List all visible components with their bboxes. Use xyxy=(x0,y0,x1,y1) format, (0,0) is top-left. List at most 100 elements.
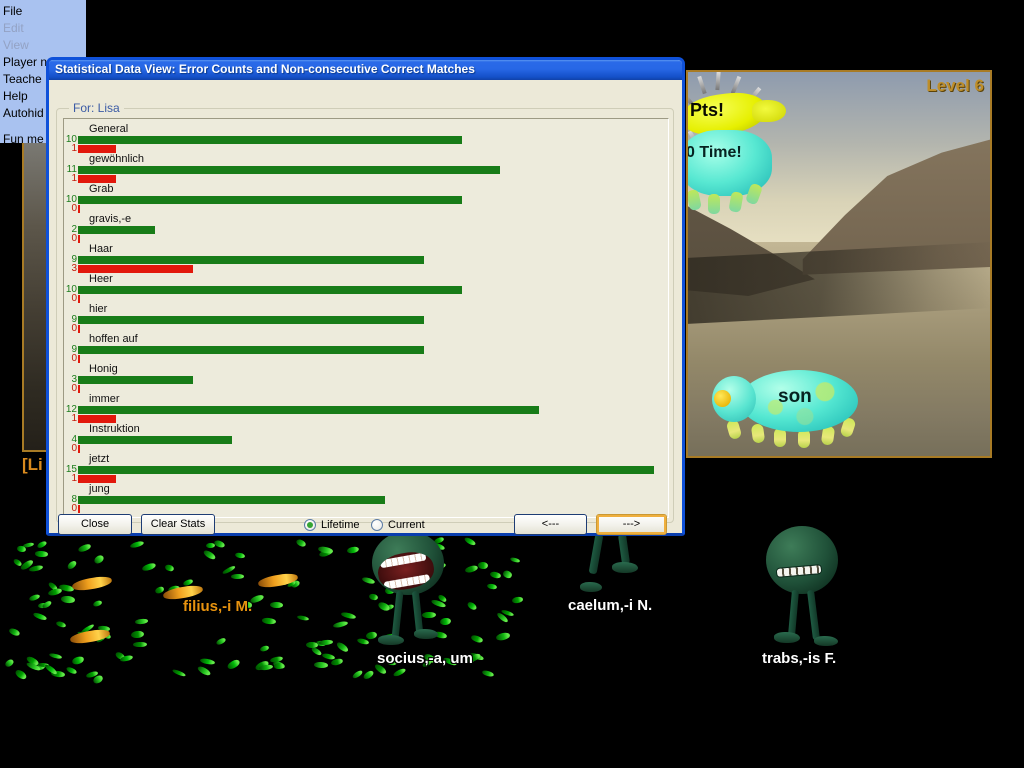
bar-value: 1 xyxy=(71,473,77,484)
radio-lifetime-label: Lifetime xyxy=(321,518,360,531)
menu-item-teacher[interactable]: Teache xyxy=(3,72,42,86)
error-bar xyxy=(78,144,116,153)
monster-leg xyxy=(788,589,799,637)
swarm-bug xyxy=(509,556,521,564)
time-hud-label: 0 Time! xyxy=(686,144,742,161)
swarm-bug xyxy=(77,542,92,553)
bug-leg xyxy=(708,194,720,214)
bar-value: 2 xyxy=(71,224,77,235)
creature-trabs[interactable] xyxy=(760,524,845,649)
creature-son[interactable]: son xyxy=(700,368,865,453)
chart-bar-row: 1 xyxy=(64,174,668,184)
bar-value: 15 xyxy=(65,464,77,475)
monster-leg xyxy=(617,533,631,565)
swarm-bug xyxy=(501,569,514,580)
chart-bar-row: 0 xyxy=(64,443,668,454)
swarm-bug xyxy=(60,595,75,604)
chart-row-group: jung 8 0 xyxy=(64,483,668,514)
swarm-bug xyxy=(295,538,308,549)
chart-category-label: Honig xyxy=(89,363,118,375)
bar-value: 1 xyxy=(71,143,77,154)
swarm-bug xyxy=(213,539,226,549)
correct-bar xyxy=(78,465,654,474)
swarm-bug xyxy=(470,633,485,644)
clear-stats-button[interactable]: Clear Stats xyxy=(141,514,215,535)
chart-row-group: hier 9 0 xyxy=(64,303,668,334)
creature-socius[interactable] xyxy=(366,529,451,649)
error-bar xyxy=(78,474,116,483)
chart-bar-row: 0 xyxy=(64,294,668,304)
swarm-bug xyxy=(463,536,478,547)
error-bar xyxy=(78,354,80,363)
menu-item-help[interactable]: Help xyxy=(3,89,28,103)
correct-bar xyxy=(78,165,500,174)
swarm-bug xyxy=(49,652,63,661)
correct-bar xyxy=(78,285,462,294)
swarm-bug xyxy=(351,669,364,680)
swarm-bug xyxy=(511,596,524,604)
hud-creature[interactable]: Pts! 0 Time! xyxy=(686,72,786,214)
chart-bar-row: 0 xyxy=(64,204,668,214)
radio-button-icon xyxy=(304,518,316,531)
swarm-bug xyxy=(141,561,157,573)
radio-current[interactable]: Current xyxy=(371,514,425,535)
creature-caelum[interactable] xyxy=(578,533,653,599)
dialog-title-bar[interactable]: Statistical Data View: Error Counts and … xyxy=(49,60,682,80)
level-indicator: Level 6 xyxy=(926,76,984,95)
menu-item-autohide[interactable]: Autohid xyxy=(3,106,44,120)
bar-value: 0 xyxy=(71,323,77,334)
bar-value: 3 xyxy=(71,263,77,274)
swarm-bug xyxy=(14,668,28,681)
chart-category-label: Haar xyxy=(89,243,113,255)
groupbox-label: For: Lisa xyxy=(69,101,124,115)
chart-bar-row: 11 xyxy=(64,165,668,175)
chart-bar-row: 10 xyxy=(64,135,668,145)
correct-bar xyxy=(78,345,424,354)
bug-leg xyxy=(774,428,786,447)
creature-caelum-label: caelum,-i N. xyxy=(568,597,653,614)
menu-item-edit: Edit xyxy=(3,21,24,35)
bar-value: 3 xyxy=(71,374,77,385)
swarm-bug xyxy=(495,631,512,642)
swarm-bug xyxy=(392,666,407,677)
bar-value: 0 xyxy=(71,443,77,454)
chart-row-group: immer 12 1 xyxy=(64,393,668,424)
swarm-bug xyxy=(92,553,105,565)
swarm-bug xyxy=(234,551,246,560)
next-page-button[interactable]: ---> xyxy=(596,514,667,535)
radio-lifetime[interactable]: Lifetime xyxy=(304,514,360,535)
swarm-bug xyxy=(215,637,227,646)
correct-bar xyxy=(78,375,193,384)
swarm-bug xyxy=(489,570,503,580)
swarm-bug xyxy=(3,658,16,669)
menu-item-fun[interactable]: Fun me xyxy=(3,132,44,143)
swarm-bug xyxy=(261,617,277,625)
chart-row-group: hoffen auf 9 0 xyxy=(64,333,668,364)
swarm-bug xyxy=(129,539,145,549)
monster-foot xyxy=(814,636,838,646)
bug-leg xyxy=(750,423,766,444)
swarm-bug xyxy=(65,665,78,676)
correct-bar xyxy=(78,255,424,264)
menu-item-file[interactable]: File xyxy=(3,4,23,18)
swarm-bug xyxy=(28,593,41,602)
chart-row-group: Honig 3 0 xyxy=(64,363,668,394)
bar-value: 12 xyxy=(65,404,77,415)
bug-leg xyxy=(798,429,810,448)
error-bar xyxy=(78,204,80,213)
swarm-bug xyxy=(231,573,245,579)
monster-foot xyxy=(378,635,404,645)
close-button[interactable]: Close xyxy=(58,514,132,535)
bar-value: 0 xyxy=(71,233,77,244)
chart-category-label: immer xyxy=(89,393,120,405)
swarm-bug xyxy=(313,661,329,668)
prev-page-button[interactable]: <--- xyxy=(514,514,587,535)
correct-bar xyxy=(78,435,232,444)
orange-bug xyxy=(69,627,111,646)
bar-value: 9 xyxy=(71,314,77,325)
swarm-bug xyxy=(477,561,488,570)
chart-bar-row: 0 xyxy=(64,354,668,364)
chart-bar-row: 0 xyxy=(64,233,668,244)
swarm-bug xyxy=(206,542,216,549)
menu-item-player[interactable]: Player n xyxy=(3,55,48,69)
